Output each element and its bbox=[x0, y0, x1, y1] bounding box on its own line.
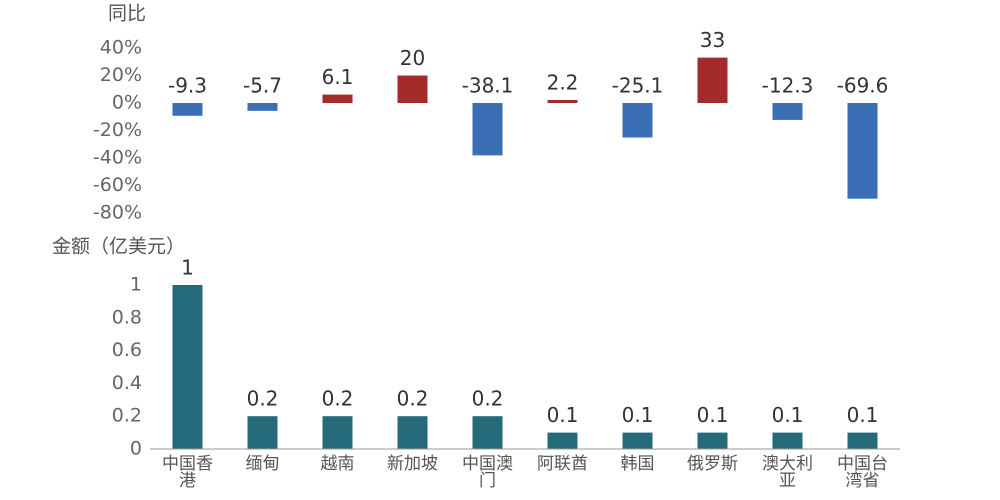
value-label: 0.2 bbox=[397, 387, 429, 411]
y-tick-label: 20% bbox=[100, 64, 142, 86]
y-tick-label: 0.4 bbox=[112, 372, 142, 394]
y-tick-label: -20% bbox=[93, 119, 142, 141]
bar bbox=[697, 432, 728, 449]
value-label: -38.1 bbox=[462, 74, 514, 98]
bar bbox=[622, 103, 653, 138]
y-tick-label: 0.6 bbox=[112, 339, 142, 361]
bar bbox=[397, 416, 428, 449]
bar bbox=[247, 416, 278, 449]
x-tick-label: 新加坡 bbox=[387, 454, 438, 474]
x-tick-label: 阿联酋 bbox=[537, 454, 588, 474]
bar bbox=[772, 103, 803, 120]
bar bbox=[322, 416, 353, 449]
x-tick-label: 中国台湾省 bbox=[837, 454, 888, 491]
value-label: -12.3 bbox=[762, 74, 814, 98]
value-label: 0.1 bbox=[547, 403, 579, 427]
x-tick-label: 韩国 bbox=[620, 454, 655, 474]
value-label: 0.1 bbox=[772, 403, 804, 427]
value-label: -9.3 bbox=[168, 74, 207, 98]
x-tick-label: 越南 bbox=[320, 454, 355, 474]
bar bbox=[247, 103, 278, 111]
bar bbox=[847, 432, 878, 449]
value-label: 0.2 bbox=[322, 387, 354, 411]
y-tick-label: -40% bbox=[93, 147, 142, 169]
y-tick-label: -60% bbox=[93, 174, 142, 196]
value-label: 0.1 bbox=[847, 403, 879, 427]
y-tick-label: 0 bbox=[130, 438, 142, 460]
y-tick-label: 0.8 bbox=[112, 306, 142, 328]
value-label: 0.1 bbox=[697, 403, 729, 427]
value-label: 20 bbox=[400, 46, 425, 70]
bar bbox=[172, 103, 203, 116]
value-label: 2.2 bbox=[547, 70, 579, 94]
y-tick-label: -80% bbox=[93, 202, 142, 224]
y-axis-title: 金额（亿美元） bbox=[52, 236, 185, 258]
bar bbox=[772, 432, 803, 449]
bar bbox=[547, 99, 578, 103]
y-tick-label: 1 bbox=[130, 274, 142, 296]
bar bbox=[472, 103, 503, 156]
bar bbox=[397, 75, 428, 103]
value-label: 0.2 bbox=[247, 387, 279, 411]
bar bbox=[697, 57, 728, 103]
value-label: -69.6 bbox=[837, 74, 889, 98]
x-tick-label: 缅甸 bbox=[245, 454, 280, 474]
value-label: 6.1 bbox=[322, 65, 354, 89]
bar bbox=[847, 103, 878, 199]
y-axis-title: 同比 bbox=[108, 3, 146, 25]
bar bbox=[622, 432, 653, 449]
x-tick-label: 中国澳门 bbox=[462, 454, 513, 491]
value-label: -5.7 bbox=[243, 74, 282, 98]
y-tick-label: 0.2 bbox=[112, 405, 142, 427]
y-tick-label: 0% bbox=[112, 92, 142, 114]
value-label: 1 bbox=[181, 256, 194, 280]
x-tick-label: 澳大利亚 bbox=[762, 454, 813, 491]
bar bbox=[547, 432, 578, 449]
value-label: -25.1 bbox=[612, 74, 664, 98]
bar bbox=[322, 94, 353, 103]
value-label: 0.1 bbox=[622, 403, 654, 427]
bar bbox=[172, 285, 203, 449]
bar bbox=[472, 416, 503, 449]
x-tick-label: 中国香港 bbox=[162, 454, 213, 491]
value-label: 0.2 bbox=[472, 387, 504, 411]
y-tick-label: 40% bbox=[100, 37, 142, 59]
x-tick-label: 俄罗斯 bbox=[687, 454, 738, 474]
value-label: 33 bbox=[700, 28, 725, 52]
